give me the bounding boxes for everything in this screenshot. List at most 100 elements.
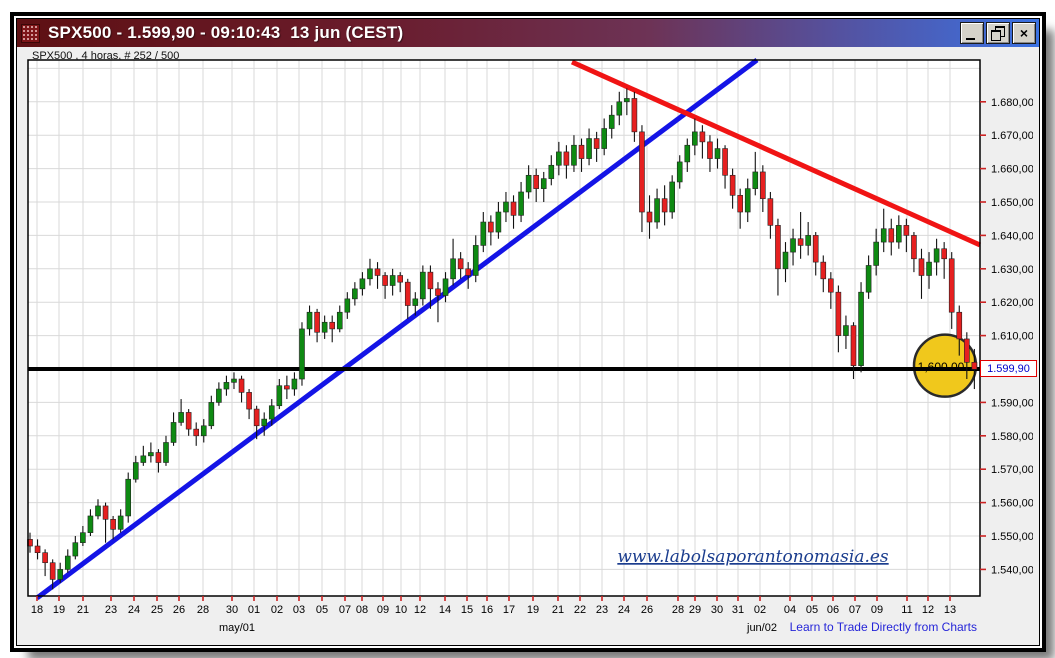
svg-text:25: 25 — [151, 604, 163, 616]
svg-text:1.610,00: 1.610,00 — [991, 331, 1033, 343]
candle — [488, 221, 494, 233]
svg-text:21: 21 — [552, 604, 564, 616]
close-button[interactable]: × — [1012, 22, 1036, 44]
candle — [246, 392, 252, 410]
candle — [87, 515, 94, 533]
svg-text:09: 09 — [377, 604, 389, 616]
svg-text:07: 07 — [339, 604, 351, 616]
candle — [457, 258, 464, 270]
candle — [578, 144, 585, 159]
candle — [80, 532, 86, 543]
candle — [744, 188, 751, 213]
candle — [828, 278, 834, 293]
candle — [132, 462, 139, 480]
candle — [533, 174, 539, 189]
candle — [956, 311, 963, 340]
candle — [321, 321, 328, 333]
svg-text:11: 11 — [901, 604, 912, 616]
candle — [306, 311, 313, 330]
svg-text:17: 17 — [503, 604, 515, 616]
candle — [193, 428, 200, 437]
svg-text:13: 13 — [944, 604, 956, 616]
candle — [797, 238, 804, 246]
candle — [563, 151, 570, 166]
candle — [374, 268, 381, 276]
candle — [140, 455, 147, 463]
candle — [170, 422, 177, 443]
minimize-button[interactable] — [960, 22, 984, 44]
candle — [880, 228, 887, 243]
svg-text:28: 28 — [672, 604, 684, 616]
candle — [420, 271, 426, 300]
svg-text:28: 28 — [197, 604, 209, 616]
candle — [49, 562, 56, 580]
candle — [911, 235, 917, 260]
svg-text:1.680,00: 1.680,00 — [991, 97, 1033, 109]
svg-text:15: 15 — [461, 604, 473, 616]
candle — [427, 271, 434, 290]
candle — [125, 478, 132, 517]
svg-text:07: 07 — [849, 604, 861, 616]
svg-text:1.630,00: 1.630,00 — [991, 264, 1033, 276]
candle — [843, 325, 849, 336]
svg-text:30: 30 — [226, 604, 238, 616]
window-title: SPX500 - 1.599,90 - 09:10:43 13 jun (CES… — [48, 23, 404, 42]
svg-text:06: 06 — [827, 604, 839, 616]
candle — [752, 171, 759, 189]
promo-link[interactable]: Learn to Trade Directly from Charts — [789, 620, 977, 634]
candle — [850, 325, 857, 366]
svg-text:09: 09 — [871, 604, 883, 616]
candle — [404, 281, 411, 306]
candle — [903, 225, 910, 236]
candle — [586, 138, 592, 159]
candle — [95, 505, 101, 517]
candle — [926, 261, 932, 276]
candle — [714, 148, 721, 159]
chart-plot[interactable]: www.labolsaporantonomasia.es 1,600.00 1.68… — [23, 55, 1033, 643]
svg-text:24: 24 — [128, 604, 140, 616]
candle — [540, 178, 547, 189]
candle — [314, 311, 320, 333]
candle — [223, 382, 230, 390]
candle — [812, 235, 819, 263]
svg-text:14: 14 — [439, 604, 451, 616]
svg-text:1.580,00: 1.580,00 — [991, 431, 1033, 443]
uptrend-line[interactable] — [35, 57, 759, 601]
svg-text:29: 29 — [689, 604, 701, 616]
svg-text:03: 03 — [293, 604, 305, 616]
candle — [948, 258, 955, 313]
candle — [888, 228, 895, 243]
window-titlebar[interactable]: SPX500 - 1.599,90 - 09:10:43 13 jun (CES… — [17, 19, 1039, 47]
svg-text:1.640,00: 1.640,00 — [991, 230, 1033, 242]
candle — [102, 505, 109, 520]
candle — [775, 225, 781, 270]
month-label: jun/02 — [746, 622, 777, 634]
svg-text:16: 16 — [481, 604, 493, 616]
svg-text:1.660,00: 1.660,00 — [991, 164, 1033, 176]
candle — [503, 201, 509, 213]
current-price-label: 1.599,90 — [980, 360, 1037, 377]
chart-window: SPX500 - 1.599,90 - 09:10:43 13 jun (CES… — [16, 18, 1040, 646]
svg-text:02: 02 — [754, 604, 766, 616]
close-icon: × — [1019, 25, 1029, 41]
restore-button[interactable] — [986, 22, 1010, 44]
watermark: www.labolsaporantonomasia.es — [617, 547, 889, 567]
candle — [344, 298, 351, 313]
chart-header-label: SPX500 , 4 horas, # 252 / 500 — [32, 50, 180, 62]
downtrend-line[interactable] — [570, 59, 982, 248]
candle — [661, 198, 668, 213]
candle — [737, 195, 743, 213]
candle — [669, 181, 675, 213]
minimize-icon — [966, 38, 975, 40]
svg-text:23: 23 — [596, 604, 608, 616]
candle — [480, 221, 487, 246]
candle — [676, 161, 683, 183]
candle — [200, 425, 207, 437]
candle — [556, 151, 562, 166]
candle — [72, 542, 79, 557]
svg-text:1.550,00: 1.550,00 — [991, 531, 1033, 543]
plot-border — [27, 59, 981, 597]
candle — [964, 338, 970, 363]
svg-text:08: 08 — [356, 604, 368, 616]
